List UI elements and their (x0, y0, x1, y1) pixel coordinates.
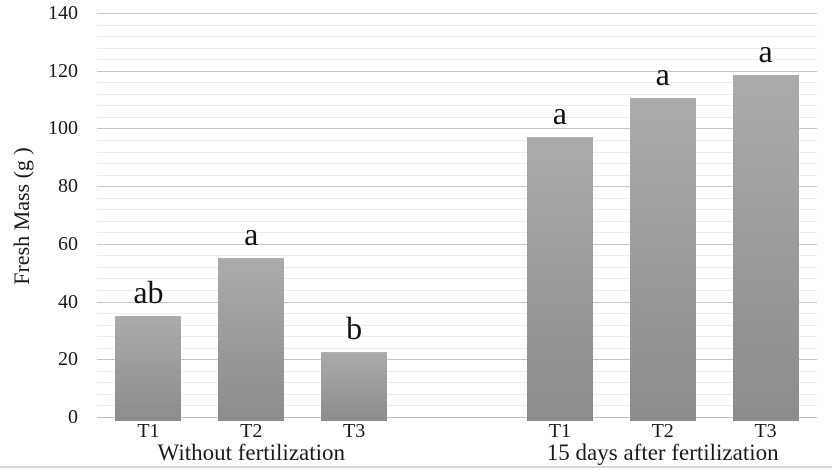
gridline-minor (97, 59, 817, 61)
gridline-minor (97, 151, 817, 153)
gridline-minor (97, 24, 817, 26)
bar (732, 75, 799, 421)
gridline-minor (97, 220, 817, 222)
y-tick-label: 140 (48, 2, 78, 24)
y-tick-label: 20 (58, 348, 78, 371)
x-tick-label: T1 (137, 420, 160, 442)
bar (629, 98, 696, 421)
y-tick-label: 80 (58, 175, 78, 198)
y-tick-label: 100 (48, 117, 78, 140)
gridline-minor (97, 313, 817, 315)
x-tick-label: T3 (343, 420, 366, 442)
gridline-major (97, 243, 817, 245)
gridline-minor (97, 116, 817, 118)
y-tick-label: 40 (58, 290, 78, 313)
gridline-minor (97, 82, 817, 84)
significance-letter: a (244, 216, 259, 253)
x-tick-label: T3 (754, 420, 777, 442)
bar (115, 316, 182, 421)
significance-letter: ab (133, 274, 164, 310)
y-tick-label: 0 (68, 406, 78, 428)
gridline-minor (97, 266, 817, 268)
gridline-minor (97, 290, 817, 292)
gridline-minor (97, 370, 817, 372)
gridline-major (97, 186, 817, 188)
gridline-minor (97, 47, 817, 49)
gridline-major (97, 359, 817, 361)
gridline-minor (97, 163, 817, 165)
gridline-minor (97, 209, 817, 211)
gridline-minor (97, 382, 817, 384)
gridline-minor (97, 278, 817, 280)
bar (218, 258, 285, 421)
bar (321, 352, 388, 421)
x-tick-label: T2 (240, 420, 263, 442)
gridline-major (97, 301, 817, 303)
significance-letter: a (655, 56, 670, 93)
gridline-minor (97, 93, 817, 95)
gridline-minor (97, 174, 817, 176)
significance-letter: a (552, 95, 567, 132)
y-axis-title: Fresh Mass (g ) (9, 147, 34, 285)
gridline-minor (97, 105, 817, 107)
gridline-minor (97, 197, 817, 199)
significance-letter: a (758, 33, 773, 70)
gridline-minor (97, 405, 817, 407)
y-tick-label: 60 (58, 232, 78, 255)
gridline-minor (97, 232, 817, 234)
gridline-major (97, 70, 817, 72)
gridline-minor (97, 255, 817, 257)
gridline-minor (97, 347, 817, 349)
y-tick-label: 120 (48, 59, 78, 82)
gridline-minor (97, 393, 817, 395)
group-label: Without fertilization (157, 440, 346, 465)
x-tick-label: T1 (548, 420, 571, 442)
significance-letter: b (346, 310, 363, 347)
gridline-minor (97, 36, 817, 38)
gridline-major (97, 128, 817, 130)
bar (526, 137, 593, 421)
gridline-major (97, 13, 817, 14)
x-tick-label: T2 (651, 420, 674, 442)
group-label: 15 days after fertilization (546, 440, 779, 465)
gridline-minor (97, 324, 817, 326)
x-axis-line (97, 417, 817, 418)
gridline-minor (97, 336, 817, 338)
gridline-minor (97, 139, 817, 141)
figure-bottom-rule (0, 466, 832, 468)
